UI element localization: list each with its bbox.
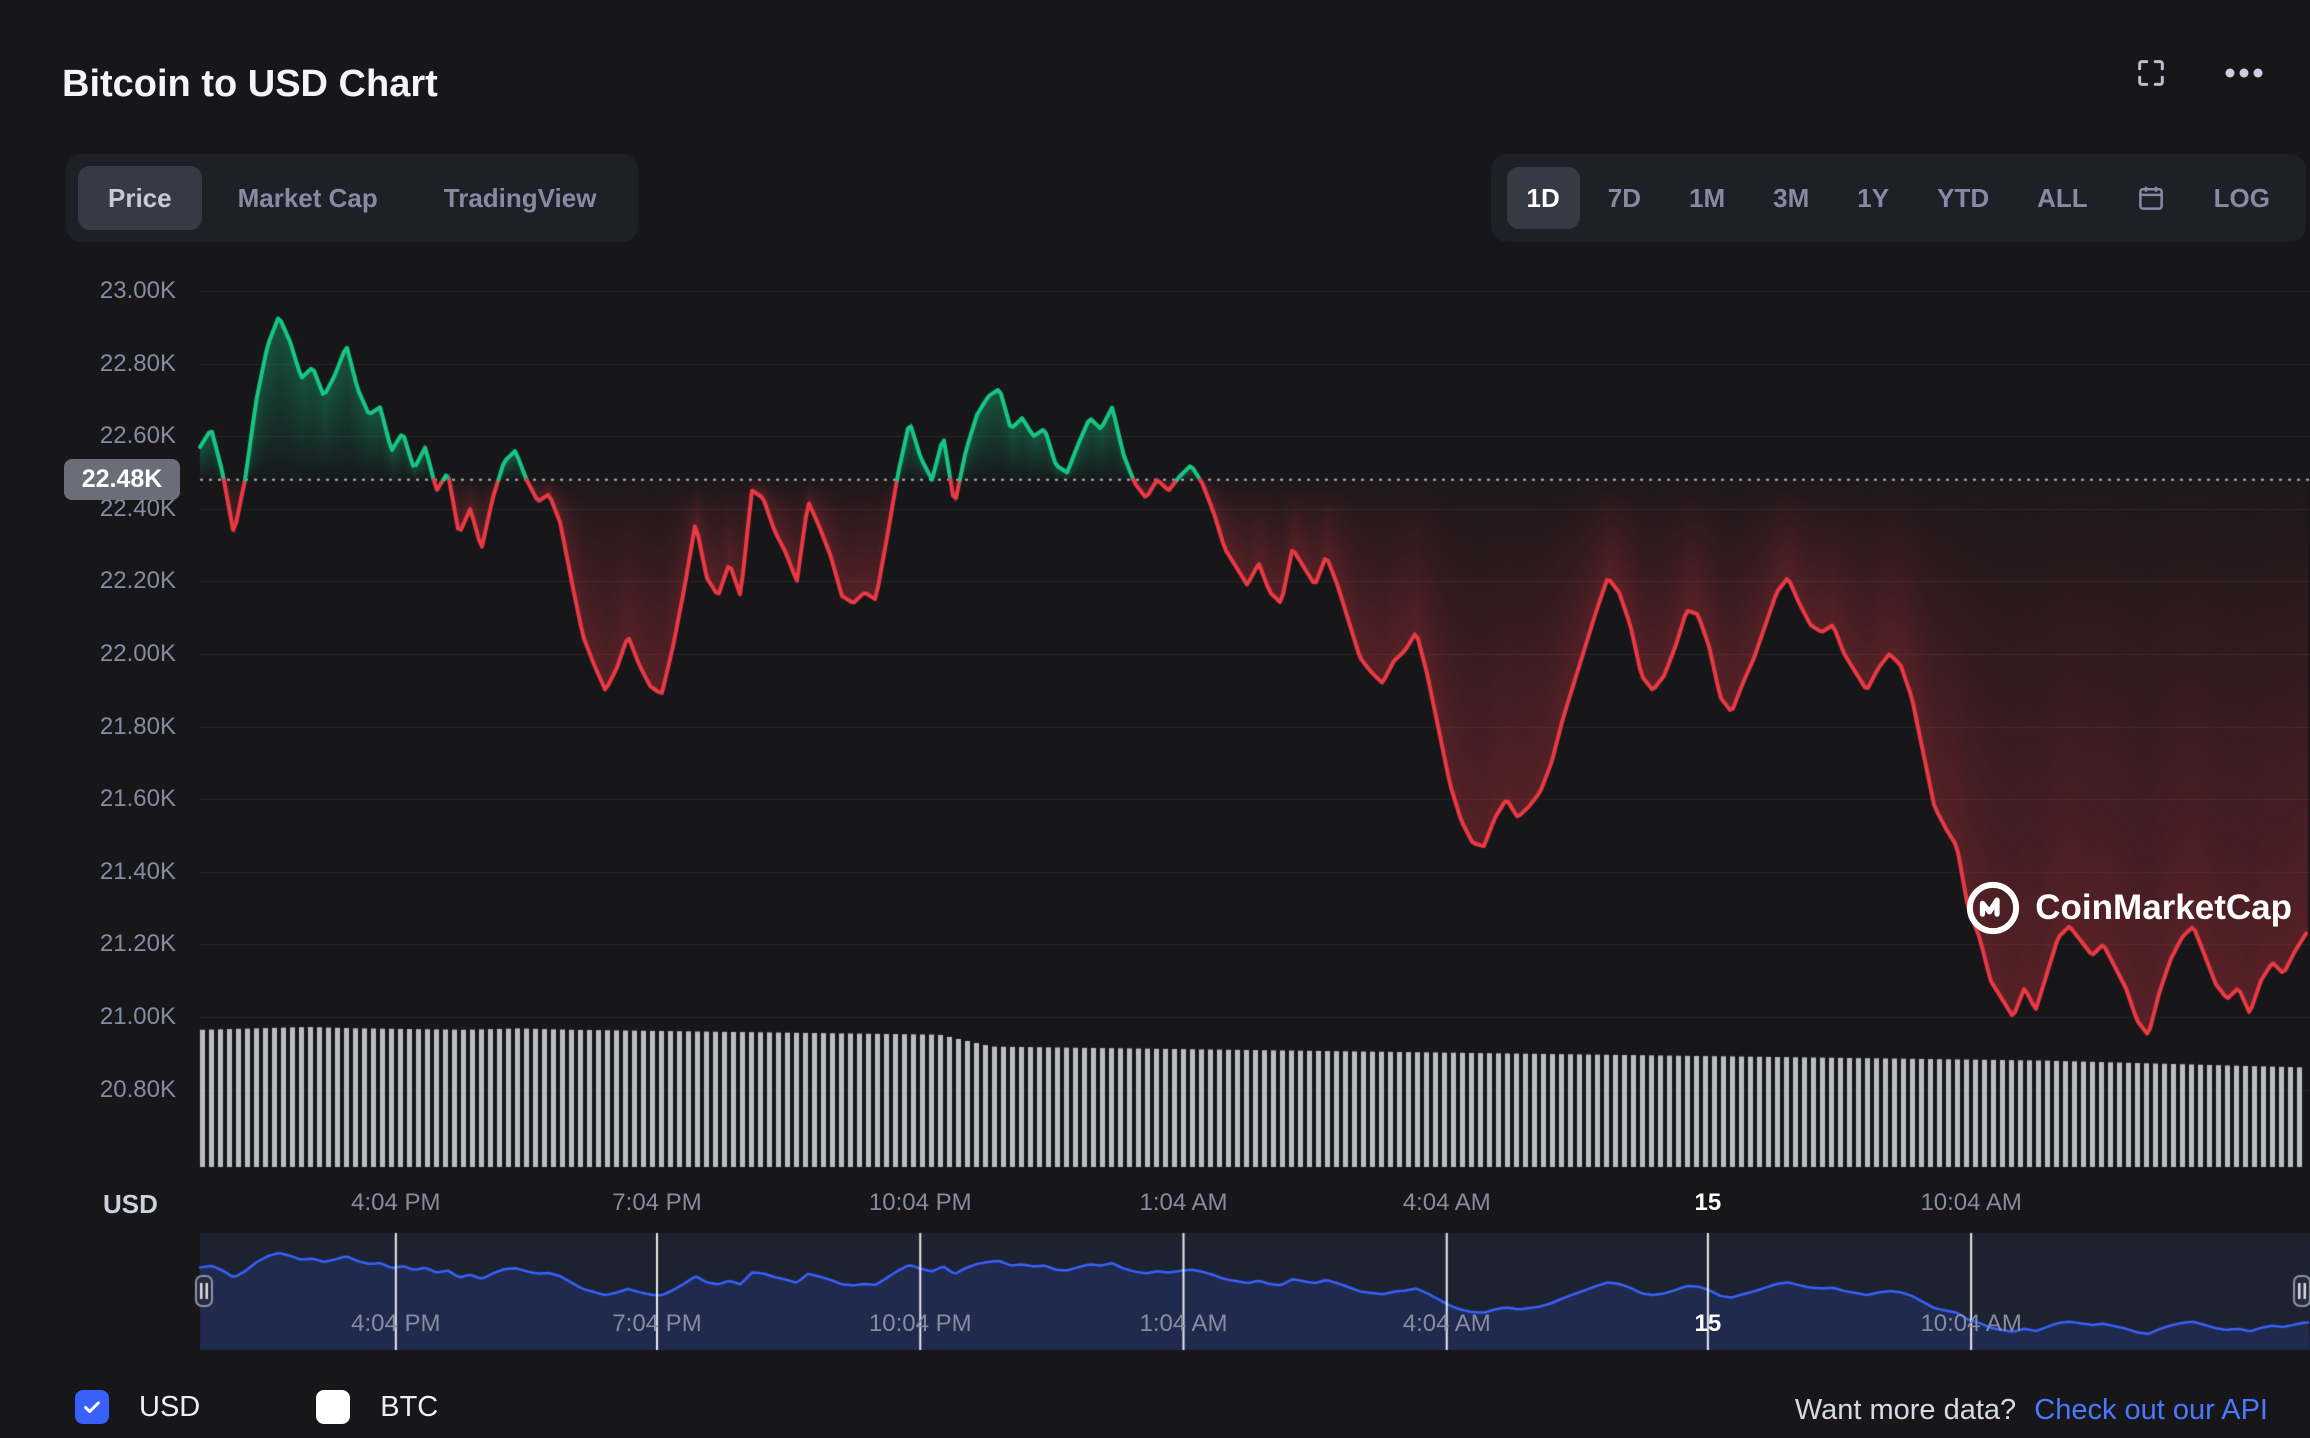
btc-checkbox-label: BTC xyxy=(380,1390,439,1423)
btc-checkbox[interactable] xyxy=(316,1390,351,1424)
check-icon xyxy=(84,1401,100,1414)
currency-toggles: USD BTC xyxy=(75,1390,438,1424)
y-axis-label: 21.20K xyxy=(99,930,176,958)
calendar-button[interactable] xyxy=(2116,167,2186,229)
x-axis-label: 7:04 PM xyxy=(612,1310,702,1337)
api-link[interactable]: Check out our API xyxy=(2034,1394,2268,1426)
y-axis-label: 21.40K xyxy=(99,857,176,885)
range-ytd[interactable]: YTD xyxy=(1917,167,2009,229)
x-axis-label: 7:04 PM xyxy=(612,1189,702,1216)
y-axis-label: 21.80K xyxy=(99,712,176,740)
usd-checkbox[interactable] xyxy=(75,1390,109,1424)
x-axis-label: 15 xyxy=(1694,1189,1722,1216)
x-axis-label: 4:04 PM xyxy=(351,1310,441,1337)
x-axis-label: 4:04 AM xyxy=(1402,1310,1491,1337)
tab-tradingview[interactable]: TradingView xyxy=(414,166,627,230)
y-axis-label: 22.00K xyxy=(99,640,176,667)
fullscreen-button[interactable] xyxy=(2134,56,2168,90)
x-axis-label: 10:04 AM xyxy=(1920,1189,2022,1216)
fullscreen-icon xyxy=(2138,60,2164,86)
coinmarketcap-watermark: CoinMarketCap xyxy=(1965,880,2292,936)
log-toggle[interactable]: LOG xyxy=(2194,167,2290,229)
x-axis-label: 1:04 AM xyxy=(1139,1310,1228,1337)
ellipsis-icon xyxy=(2225,68,2263,78)
y-axis-label: 22.60K xyxy=(99,422,176,450)
calendar-icon xyxy=(2138,186,2163,210)
coinmarketcap-logo-icon xyxy=(1967,881,2020,935)
x-axis-label: 10:04 PM xyxy=(868,1189,972,1216)
range-selector: 1D 7D 1M 3M 1Y YTD ALL LOG xyxy=(1490,154,2306,242)
x-axis: 4:04 PM 7:04 PM 10:04 PM 1:04 AM 4:04 AM 15 10… xyxy=(200,1189,2306,1223)
more-options-button[interactable] xyxy=(2224,67,2264,79)
y-axis-label: 22.20K xyxy=(99,567,176,595)
x-axis-label: 10:04 PM xyxy=(868,1310,972,1337)
x-axis-label: 10:04 AM xyxy=(1920,1310,2022,1337)
range-1d[interactable]: 1D xyxy=(1506,167,1580,229)
range-1m[interactable]: 1M xyxy=(1669,167,1745,229)
y-axis-label: 21.00K xyxy=(99,1003,176,1030)
y-axis-label: 20.80K xyxy=(99,1075,176,1103)
usd-checkbox-label: USD xyxy=(139,1390,201,1423)
y-axis-label: 22.80K xyxy=(99,349,176,377)
x-axis-label: 1:04 AM xyxy=(1139,1189,1228,1216)
page-title: Bitcoin to USD Chart xyxy=(62,63,438,106)
x-axis-label: 15 xyxy=(1694,1310,1722,1337)
watermark-text: CoinMarketCap xyxy=(2035,888,2292,927)
x-axis-label: 4:04 AM xyxy=(1402,1189,1491,1216)
x-axis-label: 4:04 PM xyxy=(351,1189,441,1216)
chart-type-tabs: Price Market Cap TradingView xyxy=(66,154,639,242)
header-actions xyxy=(2134,56,2264,90)
y-axis-label: 21.60K xyxy=(99,785,176,813)
range-all[interactable]: ALL xyxy=(2017,167,2108,229)
y-axis-label: 23.00K xyxy=(99,277,176,304)
usd-axis-label: USD xyxy=(103,1189,158,1219)
range-3m[interactable]: 3M xyxy=(1753,167,1829,229)
range-7d[interactable]: 7D xyxy=(1588,167,1661,229)
tab-price[interactable]: Price xyxy=(78,166,202,230)
api-prompt-text: Want more data? xyxy=(1794,1394,2017,1426)
navigator-axis: 4:04 PM 7:04 PM 10:04 PM 1:04 AM 4:04 AM 15 10… xyxy=(200,1310,2306,1344)
tab-market-cap[interactable]: Market Cap xyxy=(208,166,408,230)
api-promo: Want more data? Check out our API xyxy=(1795,1394,2268,1427)
range-1y[interactable]: 1Y xyxy=(1837,167,1909,229)
baseline-price-badge: 22.48K xyxy=(64,459,180,500)
